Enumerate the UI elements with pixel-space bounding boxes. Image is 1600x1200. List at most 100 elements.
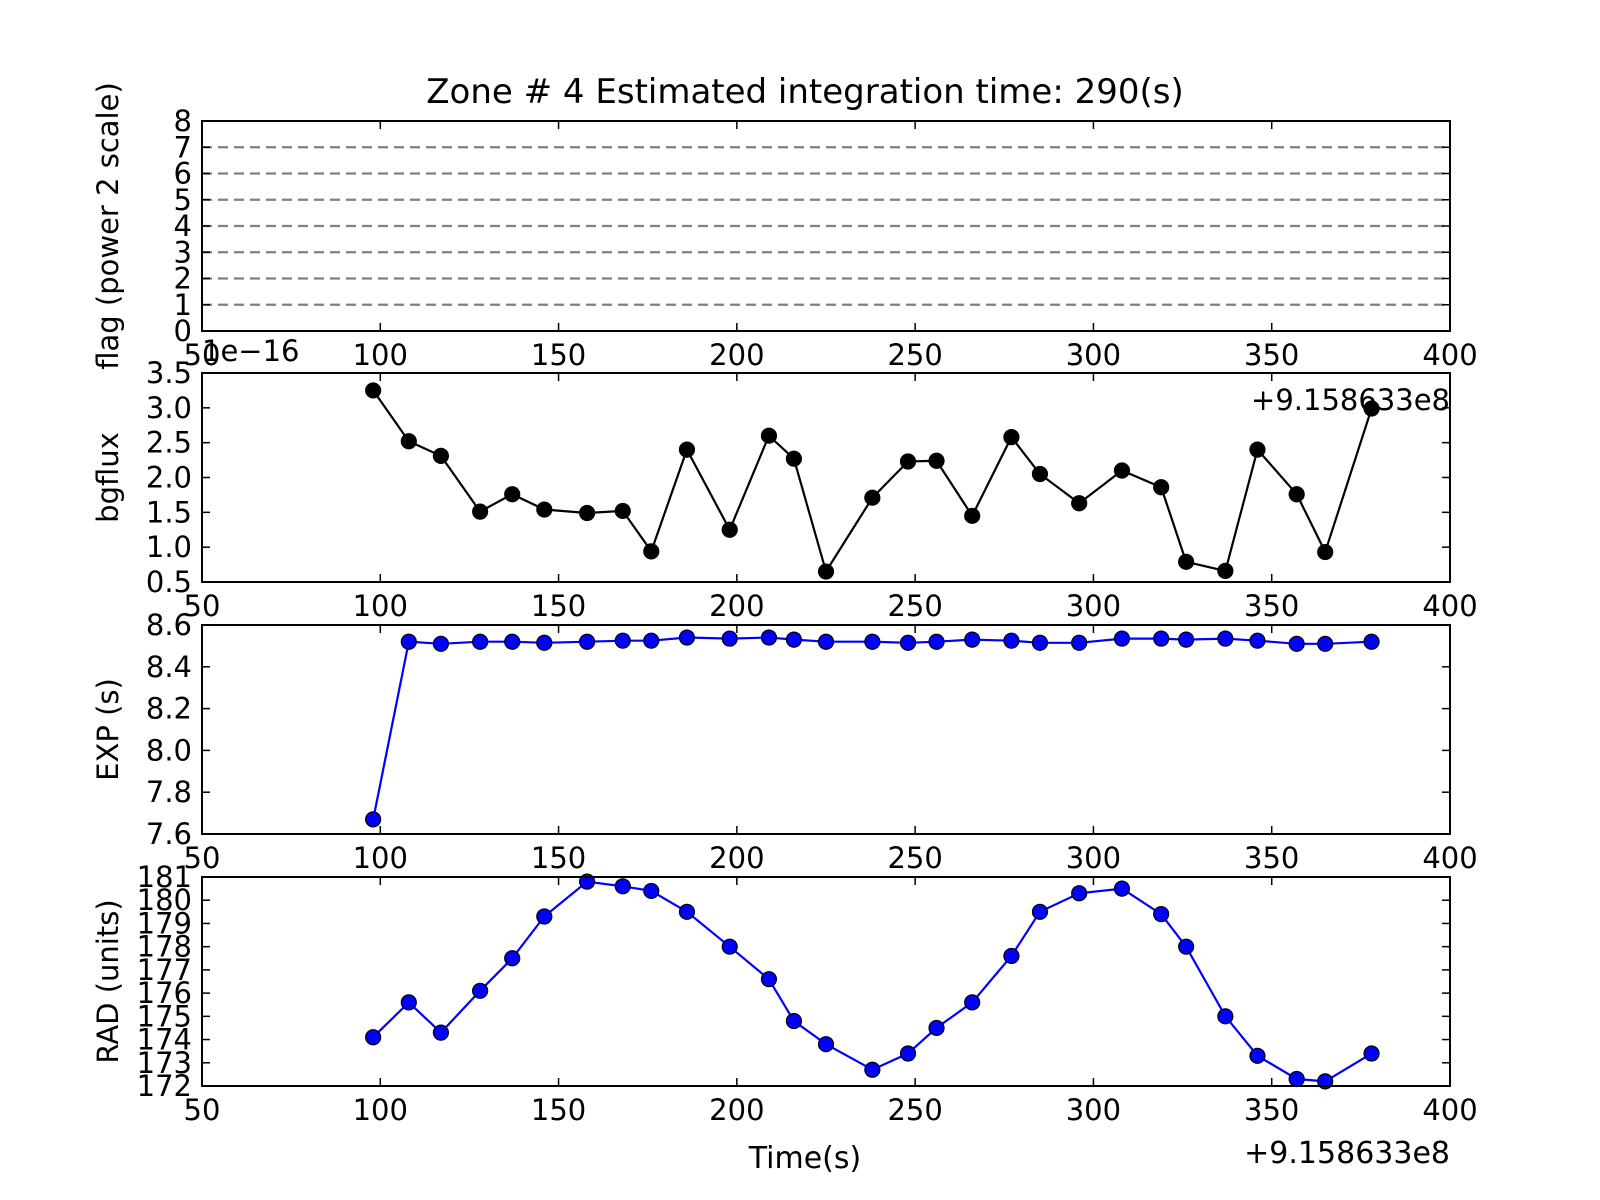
bgflux-data-point bbox=[643, 543, 660, 560]
exp-data-point bbox=[400, 633, 417, 650]
x-tick-label: 100 bbox=[353, 1093, 408, 1127]
x-tick-label: 200 bbox=[709, 338, 764, 372]
panel-bgflux: 50 100 150 200 250 300 350 4000.51.01.52.02.53.… bbox=[91, 334, 1478, 623]
x-tick-label: 350 bbox=[1244, 1093, 1299, 1127]
bgflux-data-point bbox=[678, 441, 696, 458]
exp-data-point bbox=[578, 633, 596, 650]
y-tick-label: 2.5 bbox=[146, 426, 192, 460]
y-tick-label: 0.5 bbox=[146, 565, 192, 599]
rad-data-point bbox=[400, 994, 417, 1011]
y-tick-label: 181 bbox=[137, 860, 192, 894]
bgflux-y-axis-label: bgflux bbox=[91, 432, 125, 523]
x-tick-label: 300 bbox=[1066, 841, 1121, 875]
x-tick-label: 400 bbox=[1422, 1093, 1477, 1127]
x-tick-label: 100 bbox=[353, 589, 408, 623]
x-tick-label: 250 bbox=[887, 841, 942, 875]
rad-data-point bbox=[1031, 903, 1049, 920]
bgflux-data-point bbox=[1288, 486, 1305, 503]
exp-data-point bbox=[432, 635, 450, 652]
rad-data-point bbox=[785, 1012, 803, 1030]
x-tick-label: 250 bbox=[887, 338, 942, 372]
exp-data-point bbox=[678, 629, 696, 646]
exp-data-point bbox=[1178, 631, 1195, 648]
exp-data-point bbox=[864, 633, 881, 650]
bgflux-data-point bbox=[1178, 553, 1195, 570]
rad-data-point bbox=[1113, 880, 1131, 897]
flag-y-axis-label: flag (power 2 scale) bbox=[91, 82, 125, 370]
bgflux-data-point bbox=[1153, 479, 1170, 496]
y-tick-label: 177 bbox=[137, 953, 192, 987]
exp-data-point bbox=[1363, 633, 1380, 650]
exp-data-point bbox=[643, 632, 660, 649]
rad-axes-frame bbox=[201, 876, 1451, 1087]
bgflux-data-point bbox=[721, 521, 738, 538]
x-tick-label: 350 bbox=[1244, 338, 1299, 372]
bgflux-data-point bbox=[578, 504, 596, 522]
y-tick-label: 175 bbox=[137, 999, 192, 1033]
bgflux-series-line bbox=[372, 389, 1373, 575]
y-tick-label: 2 bbox=[174, 262, 192, 296]
y-tick-label: 7 bbox=[174, 130, 192, 164]
rad-data-point bbox=[964, 994, 981, 1011]
x-tick-label: 400 bbox=[1422, 338, 1477, 372]
bgflux-data-point bbox=[899, 453, 917, 470]
y-tick-label: 1.0 bbox=[146, 530, 192, 564]
rad-data-point bbox=[1249, 1047, 1266, 1064]
exp-data-point bbox=[365, 811, 382, 828]
exp-series-line bbox=[372, 636, 1372, 820]
x-tick-label: 400 bbox=[1422, 841, 1477, 875]
rad-data-point bbox=[1288, 1070, 1305, 1088]
bgflux-data-point bbox=[864, 489, 881, 506]
y-tick-label: 5 bbox=[174, 183, 192, 217]
y-tick-label: 8.0 bbox=[146, 733, 192, 767]
y-tick-label: 1 bbox=[174, 288, 192, 322]
bgflux-data-point bbox=[400, 433, 417, 450]
rad-data-point bbox=[928, 1019, 945, 1037]
bgflux-data-point bbox=[536, 501, 553, 518]
y-tick-label: 1.5 bbox=[146, 495, 192, 529]
rad-data-point bbox=[643, 882, 660, 900]
bgflux-data-point bbox=[1363, 400, 1380, 417]
exp-data-point bbox=[760, 629, 778, 646]
exp-data-point bbox=[504, 633, 521, 650]
exp-data-point bbox=[964, 631, 981, 648]
rad-data-point bbox=[1178, 938, 1195, 955]
exp-data-point bbox=[817, 633, 835, 650]
bgflux-data-point bbox=[365, 382, 382, 399]
y-tick-label: 174 bbox=[137, 1023, 192, 1057]
x-tick-label: 150 bbox=[531, 1093, 586, 1127]
rad-data-point bbox=[472, 982, 489, 999]
x-tick-label: 300 bbox=[1066, 338, 1121, 372]
y-tick-label: 7.8 bbox=[146, 775, 192, 809]
x-tick-label: 50 bbox=[184, 841, 221, 875]
bgflux-data-point bbox=[504, 486, 521, 503]
figure-title: Zone # 4 Estimated integration time: 290… bbox=[426, 72, 1183, 112]
exp-data-point bbox=[1217, 630, 1234, 647]
rad-data-point bbox=[365, 1029, 382, 1046]
x-tick-label: 50 bbox=[184, 338, 221, 372]
exp-data-point bbox=[1071, 634, 1088, 651]
bgflux-data-point bbox=[472, 503, 489, 520]
rad-data-point bbox=[1003, 947, 1020, 965]
y-tick-label: 2.0 bbox=[146, 461, 192, 495]
y-tick-label: 3.0 bbox=[146, 391, 192, 425]
x-tick-label: 300 bbox=[1066, 589, 1121, 623]
exp-data-point bbox=[614, 632, 631, 649]
y-tick-label: 8.4 bbox=[146, 650, 192, 684]
x-tick-label: 150 bbox=[531, 841, 586, 875]
rad-data-point bbox=[1071, 885, 1088, 902]
x-tick-label: 250 bbox=[887, 589, 942, 623]
y-tick-label: 176 bbox=[137, 976, 192, 1010]
rad-data-point bbox=[432, 1024, 450, 1041]
rad-data-point bbox=[817, 1036, 835, 1053]
bgflux-data-point bbox=[1113, 462, 1131, 479]
x-tick-label: 400 bbox=[1422, 589, 1477, 623]
y-tick-label: 3.5 bbox=[146, 356, 192, 390]
rad-series-line bbox=[372, 880, 1373, 1083]
rad-y-axis-label: RAD (units) bbox=[91, 899, 125, 1063]
rad-data-point bbox=[760, 971, 778, 988]
bgflux-data-point bbox=[760, 427, 778, 444]
